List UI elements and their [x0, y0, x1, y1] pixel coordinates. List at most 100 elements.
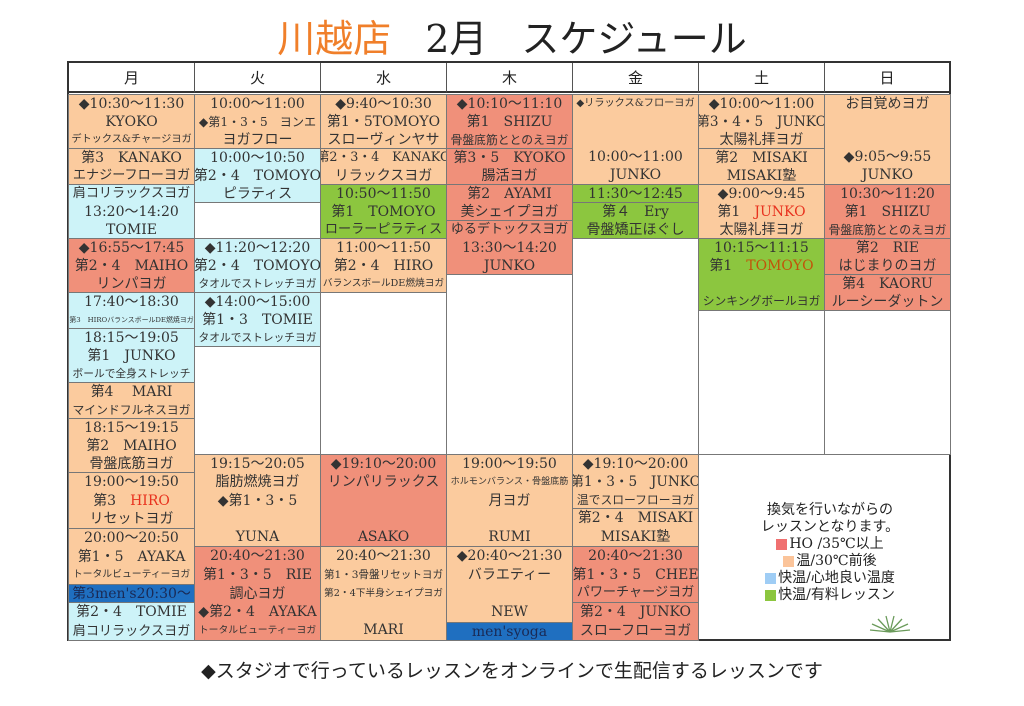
- lesson-cell: 肩コリラックスヨガ 13:20〜14:20 TOMIE: [68, 184, 195, 239]
- lesson-text: ◆20:40〜21:30: [456, 548, 563, 564]
- lesson-line: 脂肪燃焼ヨガ: [216, 473, 300, 491]
- empty-slot: [824, 310, 951, 455]
- lesson-line: MARI: [363, 621, 404, 640]
- lesson-text: 11:00〜11:50: [336, 240, 431, 256]
- lesson-line: 腸活ヨガ: [482, 167, 538, 184]
- lesson-line: 10:00〜11:00: [588, 148, 683, 166]
- lesson-line: リンパリラックス: [328, 473, 440, 491]
- schedule-table: 月火水木金土日 ◆10:30〜11:30 KYOKO デトックス&チャージヨガ 第3 K…: [67, 61, 951, 641]
- lesson-text: 18:15〜19:05: [84, 330, 179, 346]
- lesson-text: ◆第1・3・5 ヨンエ: [198, 115, 317, 129]
- lesson-line: 第2 MAIHO: [86, 437, 177, 455]
- lesson-line: ASAKO: [358, 528, 409, 546]
- lesson-text: 第3 KANAKO: [81, 150, 182, 166]
- lesson-text: お目覚めヨガ: [845, 96, 930, 112]
- page-title: 川越店 2月 スケジュール: [0, 8, 1024, 63]
- lesson-cell: 第４ Ery 骨盤矯正ほぐし: [572, 202, 699, 239]
- lesson-cell: ◆10:10〜11:10 第1 SHIZU 骨盤底筋ととのえヨガ: [446, 94, 573, 149]
- lesson-line: 第1・3・5 CHEE: [573, 566, 698, 585]
- lesson-line: 19:00〜19:50: [84, 473, 179, 492]
- lesson-text: デトックス&チャージヨガ: [71, 134, 192, 145]
- lesson-text: リラックスヨガ: [334, 168, 433, 184]
- lesson-line: ローラーピラティス: [324, 221, 443, 238]
- lesson-line: 第4 MARI: [91, 383, 173, 401]
- lesson-line: ◆9:05〜9:55: [844, 148, 932, 166]
- lesson-line: 調心ヨガ: [230, 585, 286, 604]
- day-header: 金: [573, 63, 699, 93]
- lesson-text: 第3・5 KYOKO: [453, 150, 566, 166]
- day-header: 木: [447, 63, 573, 93]
- lesson-text: 第2 RIE: [855, 240, 920, 256]
- lesson-cell: ◆9:00〜9:45 第1 JUNKO 太陽礼拝ヨガ: [698, 184, 825, 239]
- lesson-text: ボールで全身ストレッチ: [72, 367, 191, 380]
- lesson-line: 第3men's20:30〜: [72, 585, 191, 602]
- lesson-line: JUNKO: [610, 166, 661, 184]
- lesson-text: ◆リラックス&フローヨガ: [576, 98, 695, 109]
- lesson-line: 第2・4 MISAKI: [578, 509, 693, 528]
- lesson-line: 20:00〜20:50: [84, 529, 179, 548]
- lesson-text: 温でスローフローヨガ: [576, 493, 695, 507]
- lesson-line: 第2・4 JUNKO: [580, 603, 691, 622]
- lesson-text: ルーシーダットン: [831, 294, 944, 310]
- lesson-line: スローフローヨガ: [579, 622, 692, 640]
- lesson-text: エナジーフローヨガ: [72, 168, 191, 183]
- lesson-text: ローラーピラティス: [324, 222, 443, 237]
- lesson-text: 肩コリラックスヨガ: [72, 624, 191, 639]
- lesson-line: 第2・4 MAIHO: [75, 257, 188, 275]
- leaf-decoration-icon: [869, 615, 911, 633]
- lesson-text: 第2・4下半身シェイプヨガ: [324, 587, 443, 599]
- lesson-line: 第4 KAORU: [842, 275, 933, 293]
- lesson-cell: ◆20:40〜21:30 バラエティー NEW: [446, 546, 573, 623]
- lesson-text: 10:15〜11:15: [714, 240, 809, 256]
- lesson-text: スローフローヨガ: [579, 623, 692, 639]
- lesson-line: 第1・3骨盤リセットヨガ: [324, 566, 443, 585]
- lesson-cell: 第2 AYAMI 美シェイプヨガ: [446, 184, 573, 221]
- lesson-text: 第1・5 AYAKA: [77, 548, 186, 565]
- lesson-text: 19:15〜20:05: [210, 456, 305, 472]
- legend-label: 快温/心地良い温度: [778, 570, 895, 586]
- lesson-line: お目覚めヨガ: [846, 95, 930, 113]
- legend-label: 温/30℃前後: [796, 553, 877, 569]
- lesson-cell: お目覚めヨガ ◆9:05〜9:55 JUNKO: [824, 94, 951, 185]
- lesson-line: MISAKI塾: [727, 167, 797, 184]
- lesson-cell: ゆるデトックスヨガ 13:30〜14:20 JUNKO: [446, 220, 573, 275]
- lesson-text: 第3 HIROバランスボールDE燃焼ヨガ: [69, 316, 194, 324]
- day-header: 土: [699, 63, 825, 93]
- lesson-text: 第1 TOMOYO: [331, 204, 436, 220]
- empty-slot: [194, 202, 321, 239]
- lesson-text: 第3・4・5 JUNKO: [698, 114, 825, 130]
- lesson-text: 第2・4 TOMOYO: [194, 168, 321, 184]
- schedule-label: スケジュール: [521, 17, 747, 61]
- lesson-line: リセットヨガ: [90, 510, 174, 528]
- lesson-text: リンパヨガ: [96, 276, 167, 292]
- lesson-line: 第3 HIROバランスボールDE燃焼ヨガ: [69, 311, 194, 328]
- lesson-cell: 19:00〜19:50 第3 HIRO リセットヨガ: [68, 472, 195, 529]
- lesson-text: ◆16:55〜17:45: [78, 240, 185, 256]
- lesson-line: 18:15〜19:15: [84, 419, 179, 437]
- lesson-text: 第2・4 MISAKI: [577, 510, 694, 526]
- lesson-line: 18:15〜19:05: [84, 329, 179, 347]
- lesson-cell: 20:40〜21:30 第1・3・5 RIE 調心ヨガ ◆第2・4 AYAKA トータル…: [194, 546, 321, 641]
- lesson-text: ◆第2・4 AYAKA: [198, 604, 317, 621]
- lesson-text: men'syoga: [471, 624, 548, 640]
- lesson-text: 第2 MAIHO: [86, 438, 177, 454]
- lesson-line: バランスボールDE燃焼ヨガ: [323, 275, 444, 292]
- lesson-text: 13:30〜14:20: [462, 240, 557, 256]
- lesson-text: 調心ヨガ: [229, 585, 286, 602]
- lesson-line: ◆19:10〜20:00: [583, 455, 688, 473]
- lesson-cell: 18:15〜19:05 第1 JUNKO ボールで全身ストレッチ: [68, 328, 195, 383]
- lesson-text: ◆11:20〜12:20: [204, 240, 311, 256]
- lesson-line: 温でスローフローヨガ: [576, 491, 695, 508]
- day-header: 水: [321, 63, 447, 93]
- lesson-text: ◆第1・3・5: [217, 492, 298, 509]
- lesson-text: 第3men's20:30〜: [72, 586, 191, 602]
- lesson-text: ホルモンバランス・骨盤底筋: [450, 477, 569, 488]
- lesson-text: 18:15〜19:15: [84, 420, 179, 436]
- lesson-line: トータルビューティーヨガ: [199, 622, 316, 640]
- lesson-text: ASAKO: [357, 528, 410, 545]
- lesson-line: ◆16:55〜17:45: [79, 239, 184, 257]
- lesson-cell: 第3men's20:30〜: [68, 584, 195, 603]
- lesson-text: ゆるデトックスヨガ: [450, 222, 569, 237]
- lesson-text: 17:40〜18:30: [84, 294, 179, 310]
- empty-slot: [572, 238, 699, 455]
